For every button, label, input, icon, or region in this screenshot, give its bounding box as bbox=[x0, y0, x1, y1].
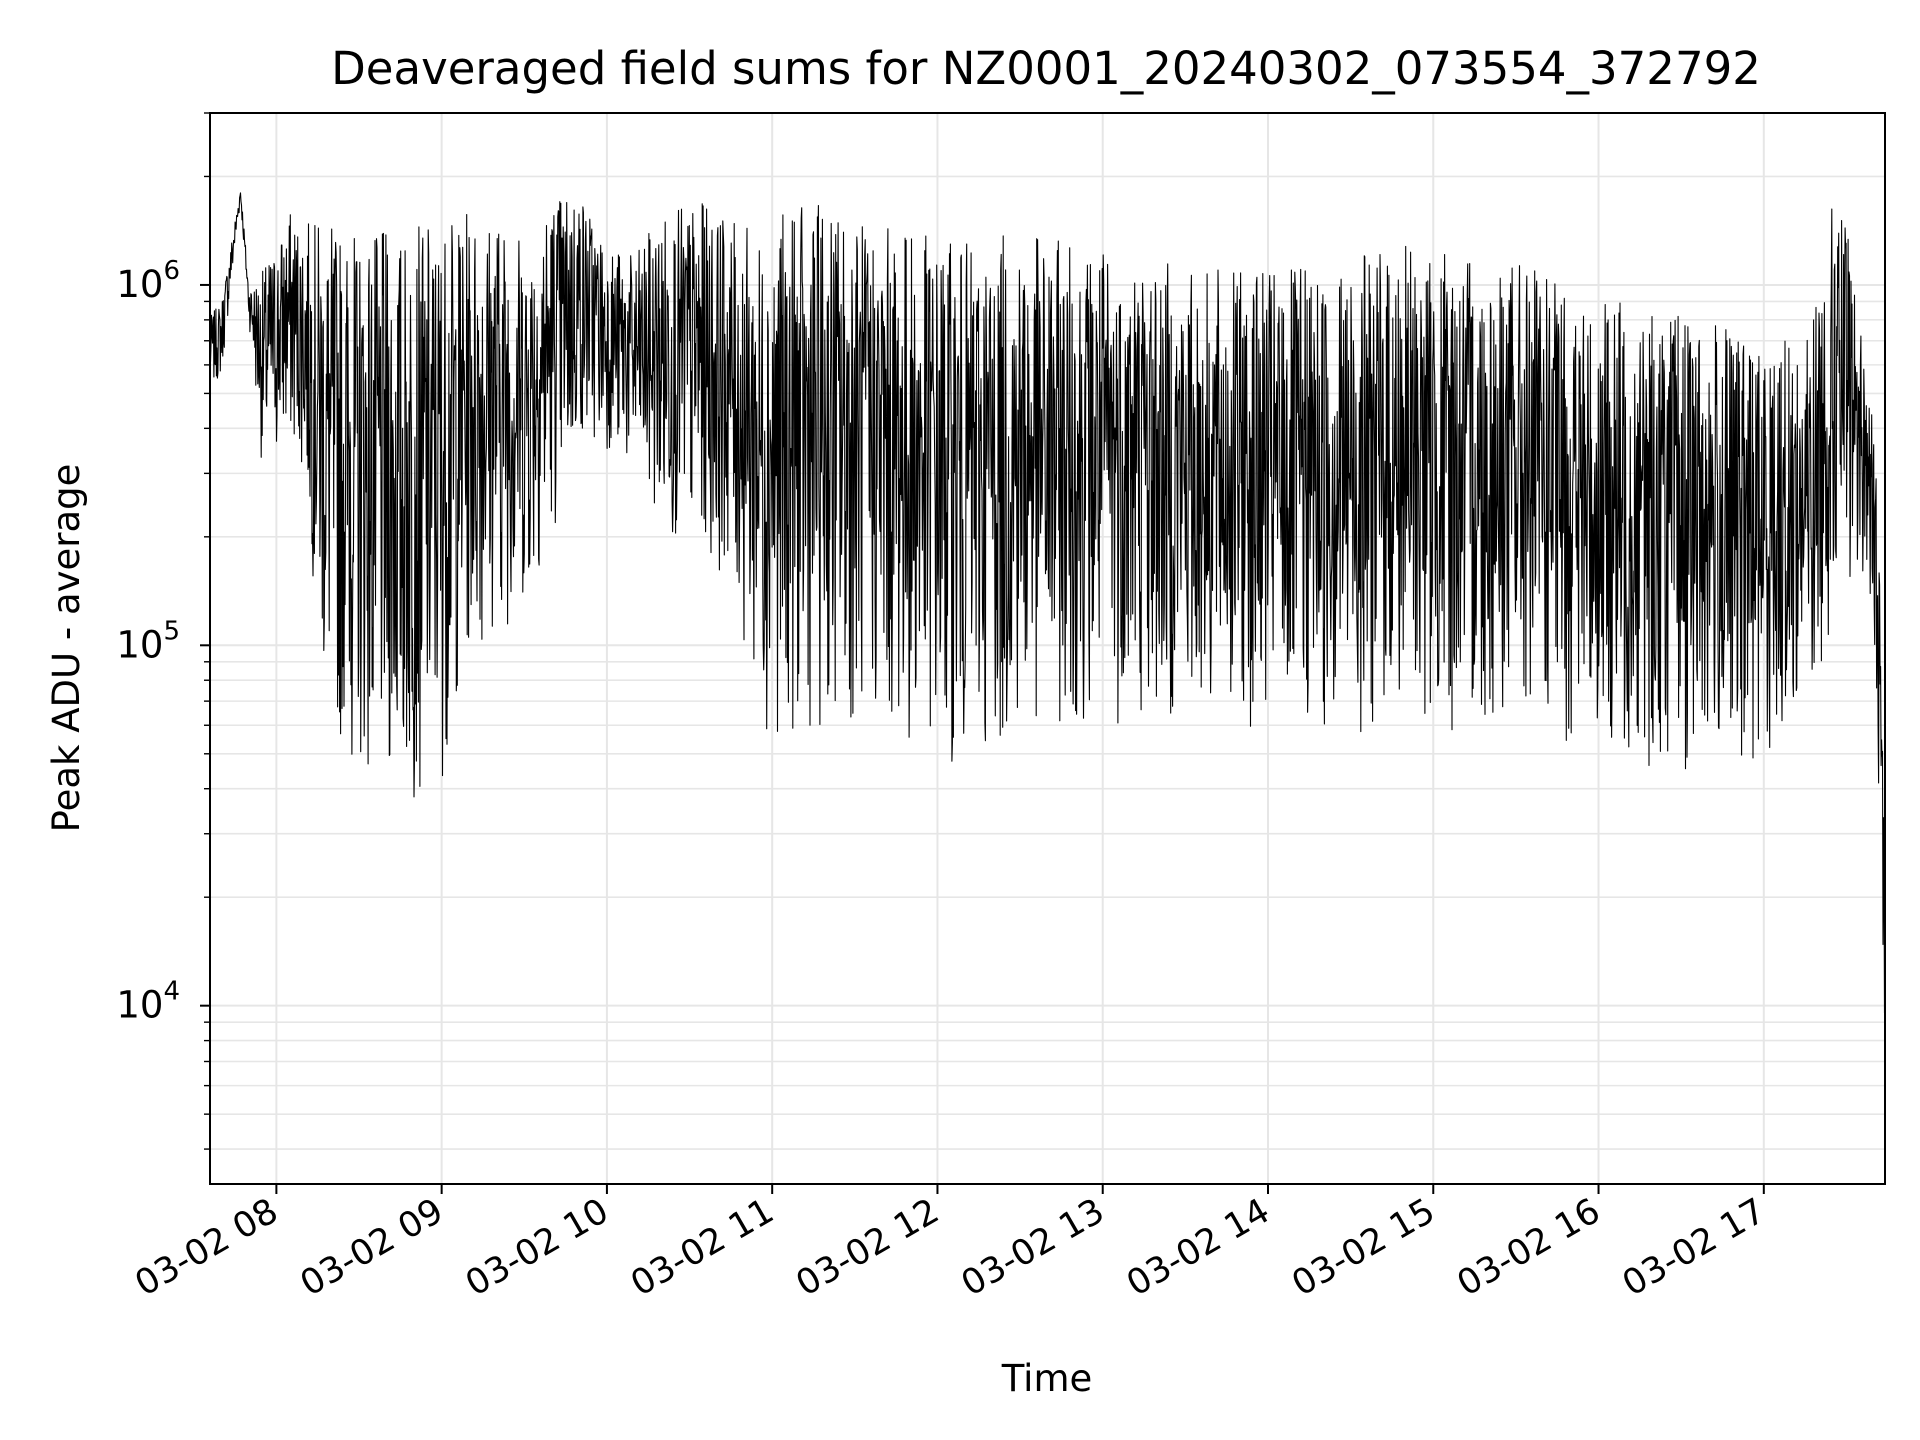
chart-title: Deaveraged field sums for NZ0001_2024030… bbox=[331, 42, 1761, 95]
y-axis-label: Peak ADU - average bbox=[45, 464, 88, 833]
series-line bbox=[209, 192, 1886, 1014]
y-axis-ticks: 104 105 106 bbox=[116, 112, 210, 1150]
series-polyline bbox=[209, 192, 1886, 1014]
plot-frame bbox=[209, 112, 1886, 1185]
x-axis-label: Time bbox=[1001, 1357, 1093, 1400]
y-tick-label: 106 bbox=[116, 256, 180, 306]
y-tick-label: 104 bbox=[116, 977, 180, 1027]
y-tick-label: 105 bbox=[116, 616, 180, 666]
